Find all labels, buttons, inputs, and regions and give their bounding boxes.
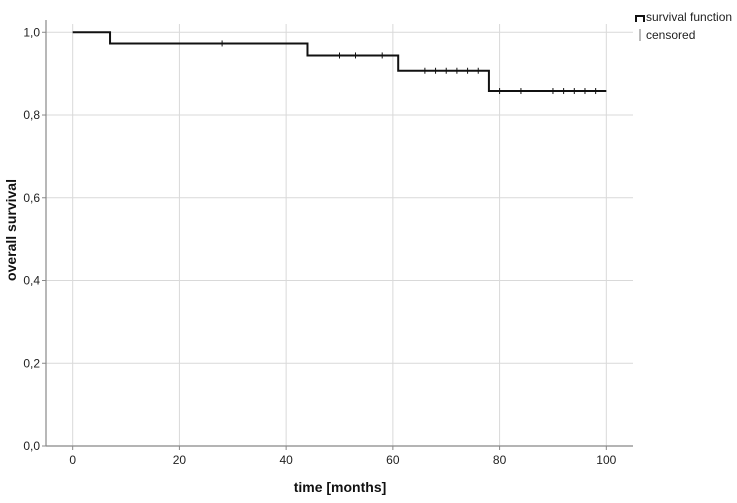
y-axis-ticks: 0,0 0,2 0,4 0,6 0,8 1,0 — [23, 25, 46, 453]
legend: survival function censored — [635, 10, 732, 42]
y-tick-label: 0,0 — [23, 439, 40, 453]
x-tick-label: 40 — [279, 453, 293, 467]
series-layer — [72, 31, 607, 95]
x-axis-label: time [months] — [294, 479, 387, 495]
survival-step-line — [72, 31, 607, 93]
legend-label-survival-function: survival function — [646, 10, 732, 24]
y-tick-label: 0,2 — [23, 356, 40, 370]
grid-lines — [46, 24, 633, 447]
y-tick-label: 1,0 — [23, 25, 40, 39]
legend-label-censored: censored — [646, 28, 695, 42]
x-tick-label: 60 — [386, 453, 400, 467]
legend-step-swatch — [635, 15, 645, 22]
axes — [45, 20, 633, 447]
x-axis-ticks: 0 20 40 60 80 100 — [69, 446, 617, 467]
y-axis-label: overall survival — [3, 179, 19, 281]
y-tick-label: 0,6 — [23, 191, 40, 205]
x-tick-label: 100 — [596, 453, 616, 467]
x-tick-label: 0 — [69, 453, 76, 467]
y-tick-label: 0,4 — [23, 274, 40, 288]
y-tick-label: 0,8 — [23, 108, 40, 122]
x-tick-label: 20 — [173, 453, 187, 467]
x-tick-label: 80 — [493, 453, 507, 467]
